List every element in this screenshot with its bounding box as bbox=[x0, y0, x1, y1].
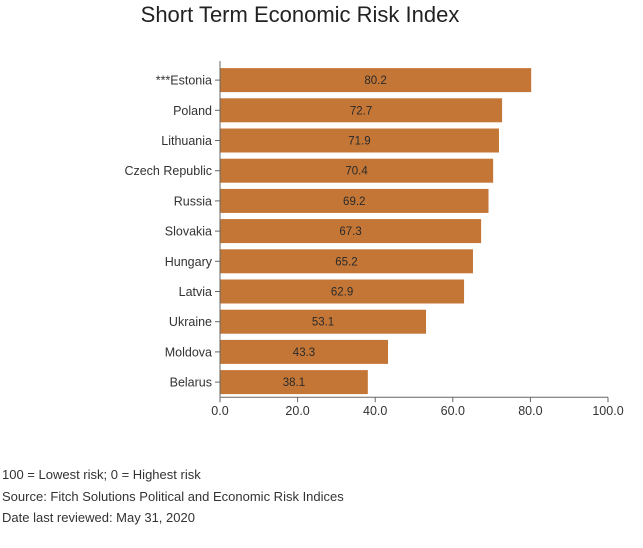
category-label: Ukraine bbox=[169, 315, 212, 329]
category-label: ***Estonia bbox=[156, 74, 212, 88]
bar-value-label: 70.4 bbox=[345, 166, 368, 178]
bar bbox=[220, 279, 465, 304]
bar bbox=[220, 188, 489, 213]
category-label: Latvia bbox=[179, 285, 212, 299]
x-tick-label: 20.0 bbox=[285, 404, 309, 418]
category-label: Slovakia bbox=[165, 225, 212, 239]
bar bbox=[220, 128, 499, 153]
category-label: Lithuania bbox=[161, 134, 212, 148]
x-tick-label: 40.0 bbox=[363, 404, 387, 418]
category-label: Czech Republic bbox=[124, 164, 212, 178]
x-tick-label: 80.0 bbox=[518, 404, 542, 418]
bar-value-label: 38.1 bbox=[283, 377, 305, 389]
bar bbox=[220, 68, 532, 93]
source-note: Source: Fitch Solutions Political and Ec… bbox=[2, 488, 344, 504]
risk-scale-note: 100 = Lowest risk; 0 = Highest risk bbox=[2, 467, 201, 482]
bar-value-label: 71.9 bbox=[348, 136, 370, 148]
bar-value-label: 67.3 bbox=[339, 226, 361, 238]
category-label: Hungary bbox=[165, 255, 213, 269]
bar bbox=[220, 158, 494, 183]
bar bbox=[220, 370, 368, 395]
bar bbox=[220, 249, 473, 274]
category-label: Belarus bbox=[170, 376, 212, 390]
bar-value-label: 43.3 bbox=[293, 347, 315, 359]
bar-value-label: 72.7 bbox=[350, 105, 372, 117]
chart-title: Short Term Economic Risk Index bbox=[140, 2, 460, 27]
chart-notes: 100 = Lowest risk; 0 = Highest risk Sour… bbox=[2, 464, 344, 529]
bar-value-label: 65.2 bbox=[335, 256, 357, 268]
x-tick-label: 60.0 bbox=[441, 404, 465, 418]
bar-value-label: 80.2 bbox=[364, 75, 386, 87]
bar-value-label: 53.1 bbox=[312, 317, 334, 329]
category-label: Moldova bbox=[165, 345, 212, 359]
bar-value-label: 69.2 bbox=[343, 196, 365, 208]
date-reviewed-note: Date last reviewed: May 31, 2020 bbox=[2, 510, 195, 525]
bar bbox=[220, 98, 503, 123]
bar bbox=[220, 219, 482, 244]
category-label: Poland bbox=[173, 104, 212, 118]
bar-value-label: 62.9 bbox=[331, 287, 353, 299]
bar bbox=[220, 309, 427, 334]
x-tick-label: 0.0 bbox=[211, 404, 228, 418]
category-label: Russia bbox=[174, 194, 212, 208]
x-tick-label: 100.0 bbox=[592, 404, 623, 418]
bar bbox=[220, 339, 389, 364]
